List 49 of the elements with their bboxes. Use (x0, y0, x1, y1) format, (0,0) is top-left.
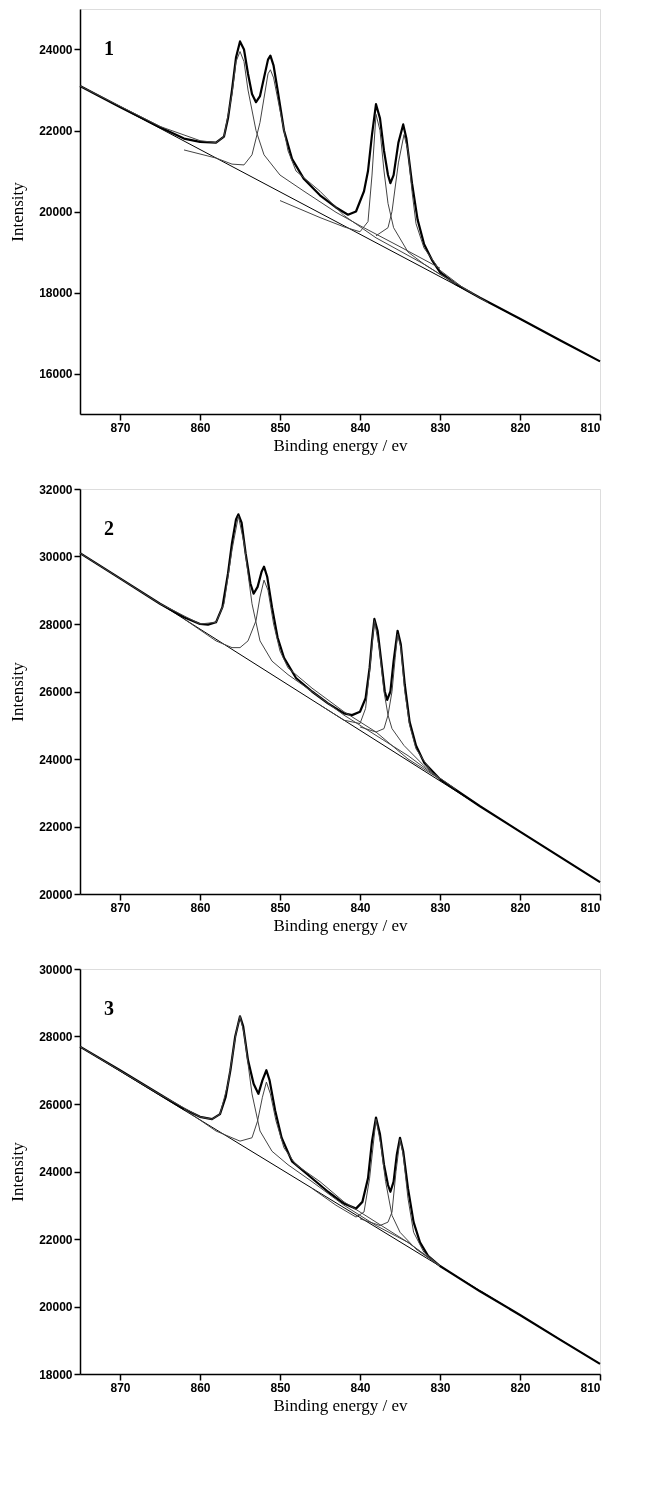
y-axis-title: Intensity (8, 661, 28, 722)
x-tick-label: 850 (270, 900, 291, 915)
y-tick-label: 22000 (39, 124, 73, 138)
y-tick-label: 28000 (39, 617, 73, 632)
x-tick-label: 820 (510, 420, 531, 435)
x-tick-label: 840 (350, 900, 371, 915)
y-axis-title: Intensity (8, 181, 28, 242)
y-tick-label: 30000 (39, 962, 73, 977)
x-tick-label: 810 (580, 420, 601, 435)
annotation: 1 (104, 37, 114, 59)
x-tick-label: 820 (510, 1380, 531, 1395)
x-tick-label: 870 (110, 420, 131, 435)
y-tick-label: 20000 (39, 887, 73, 902)
x-tick-label: 820 (510, 900, 531, 915)
y-tick-label: 24000 (39, 43, 73, 57)
y-tick-label: 20000 (39, 1300, 73, 1314)
x-axis-title: Binding energy / ev (273, 1395, 409, 1415)
x-tick-label: 870 (110, 1380, 131, 1395)
y-axis-title: Intensity (8, 1141, 28, 1202)
x-tick-label: 860 (190, 420, 211, 435)
x-tick-label: 830 (430, 1380, 451, 1395)
x-tick-label: 850 (270, 420, 291, 435)
y-tick-label: 24000 (39, 1165, 73, 1179)
y-tick-label: 24000 (39, 752, 73, 767)
x-tick-label: 860 (190, 1380, 211, 1395)
y-tick-label: 30000 (39, 550, 73, 564)
x-tick-label: 860 (190, 900, 211, 915)
y-tick-label: 18000 (39, 286, 73, 300)
x-tick-label: 810 (580, 900, 601, 915)
x-tick-label: 840 (350, 1380, 371, 1395)
x-tick-label: 870 (110, 900, 131, 915)
x-axis-title: Binding energy / ev (273, 915, 409, 935)
y-tick-label: 26000 (39, 685, 73, 699)
y-tick-label: 20000 (39, 205, 73, 219)
annotation: 3 (104, 997, 114, 1019)
annotation: 2 (104, 517, 114, 539)
x-tick-label: 830 (430, 420, 451, 435)
y-tick-label: 18000 (39, 1367, 73, 1382)
y-tick-label: 22000 (39, 1232, 73, 1247)
x-tick-label: 810 (580, 1380, 601, 1395)
x-tick-label: 850 (270, 1380, 291, 1395)
x-axis-title: Binding energy / ev (273, 435, 409, 455)
x-tick-label: 840 (350, 420, 371, 435)
y-tick-label: 32000 (39, 482, 73, 497)
y-tick-label: 22000 (39, 820, 73, 834)
y-tick-label: 28000 (39, 1030, 73, 1044)
x-tick-label: 830 (430, 900, 451, 915)
y-tick-label: 16000 (39, 367, 73, 381)
y-tick-label: 26000 (39, 1097, 73, 1112)
